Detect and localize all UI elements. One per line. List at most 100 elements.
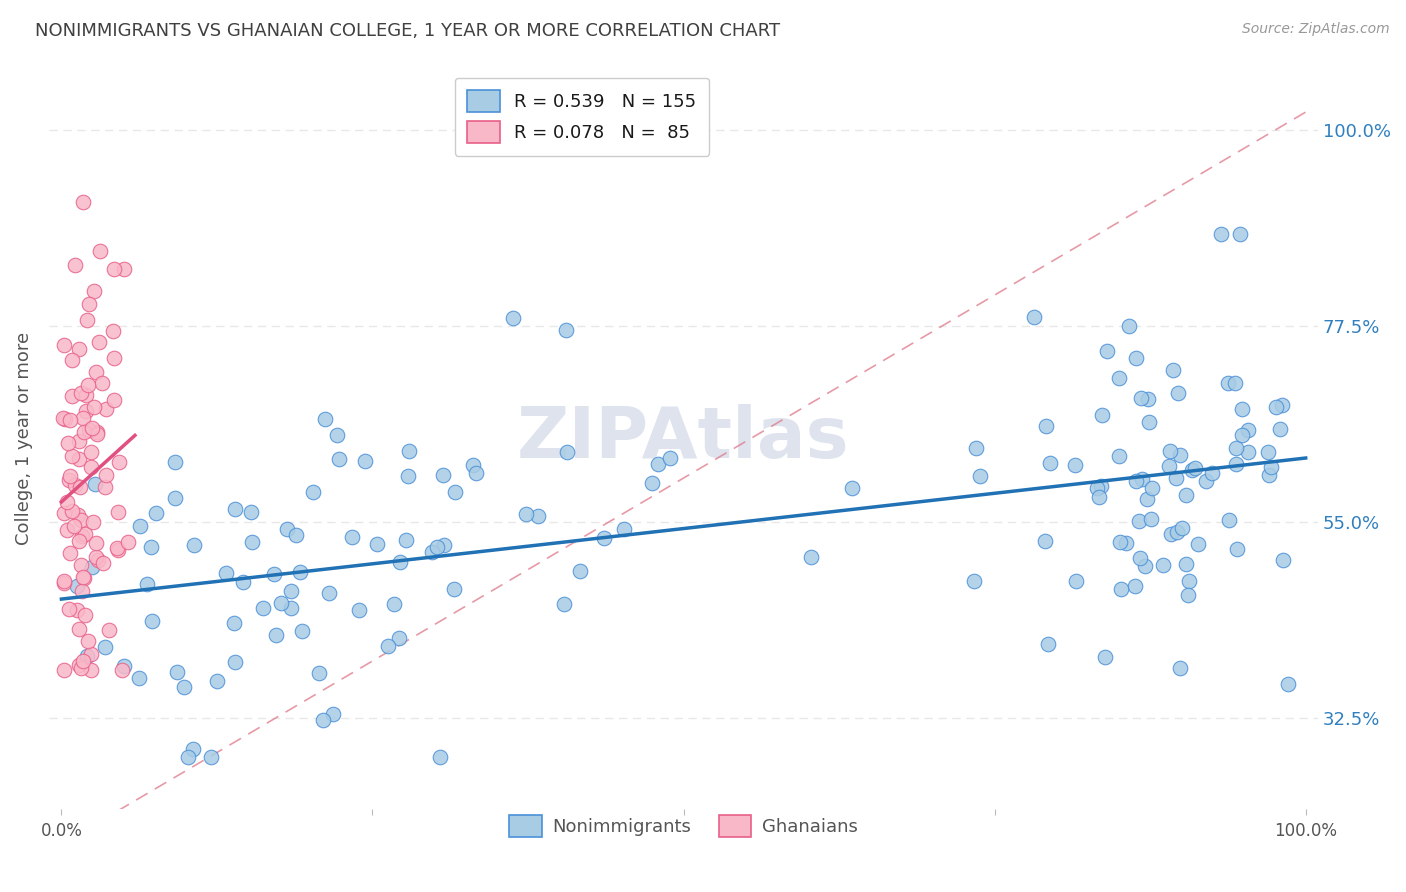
Point	[75, 404, 97, 418]
Point	[84, 550, 107, 565]
Point	[1178, 574, 1201, 588]
Point	[70, 528, 93, 542]
Point	[1223, 376, 1246, 391]
Point	[314, 412, 336, 426]
Point	[69, 386, 91, 401]
Point	[84, 365, 107, 379]
Point	[76, 648, 98, 663]
Point	[53, 338, 76, 352]
Point	[96, 468, 118, 483]
Point	[59, 546, 82, 560]
Point	[1063, 458, 1085, 472]
Point	[70, 513, 93, 527]
Point	[76, 313, 98, 327]
Point	[1226, 542, 1249, 557]
Point	[969, 469, 991, 483]
Point	[86, 553, 108, 567]
Point	[91, 556, 114, 570]
Point	[280, 601, 302, 615]
Point	[112, 261, 135, 276]
Point	[353, 454, 375, 468]
Point	[224, 502, 246, 516]
Point	[553, 597, 575, 611]
Point	[284, 527, 307, 541]
Point	[326, 428, 349, 442]
Point	[659, 451, 682, 466]
Point	[1137, 392, 1160, 407]
Point	[1094, 649, 1116, 664]
Point	[66, 508, 89, 522]
Point	[1168, 448, 1191, 462]
Point	[1166, 525, 1188, 540]
Point	[82, 515, 104, 529]
Point	[94, 402, 117, 417]
Point	[395, 533, 418, 547]
Point	[77, 423, 100, 437]
Point	[67, 533, 90, 548]
Point	[1177, 588, 1199, 602]
Point	[266, 628, 288, 642]
Point	[1175, 557, 1198, 571]
Point	[65, 602, 87, 616]
Point	[97, 623, 120, 637]
Point	[80, 445, 103, 459]
Point	[963, 574, 986, 588]
Point	[55, 494, 77, 508]
Point	[308, 665, 330, 680]
Point	[75, 388, 97, 402]
Point	[83, 476, 105, 491]
Point	[215, 566, 238, 580]
Point	[1066, 574, 1088, 589]
Point	[1265, 401, 1288, 415]
Point	[1090, 479, 1112, 493]
Point	[67, 343, 90, 357]
Point	[163, 491, 186, 505]
Point	[1136, 492, 1159, 507]
Point	[94, 640, 117, 655]
Point	[555, 444, 578, 458]
Point	[52, 506, 75, 520]
Legend: Nonimmigrants, Ghanaians: Nonimmigrants, Ghanaians	[502, 808, 865, 845]
Point	[86, 426, 108, 441]
Point	[58, 436, 80, 450]
Point	[72, 584, 94, 599]
Point	[1175, 488, 1198, 502]
Point	[1140, 512, 1163, 526]
Point	[1257, 445, 1279, 459]
Point	[1157, 458, 1180, 473]
Point	[1209, 227, 1232, 241]
Point	[166, 665, 188, 680]
Point	[252, 600, 274, 615]
Point	[1168, 661, 1191, 675]
Point	[1125, 475, 1147, 489]
Point	[1087, 490, 1109, 504]
Point	[72, 195, 94, 210]
Text: NONIMMIGRANTS VS GHANAIAN COLLEGE, 1 YEAR OR MORE CORRELATION CHART: NONIMMIGRANTS VS GHANAIAN COLLEGE, 1 YEA…	[35, 22, 780, 40]
Point	[224, 615, 246, 630]
Point	[1036, 637, 1059, 651]
Point	[67, 434, 90, 449]
Point	[647, 457, 669, 471]
Point	[67, 622, 90, 636]
Point	[1160, 527, 1182, 541]
Point	[1109, 582, 1132, 596]
Point	[205, 673, 228, 688]
Point	[328, 452, 350, 467]
Point	[429, 749, 451, 764]
Point	[1271, 553, 1294, 567]
Point	[165, 455, 187, 469]
Point	[263, 566, 285, 581]
Point	[1118, 318, 1140, 333]
Point	[105, 541, 128, 555]
Point	[63, 258, 86, 272]
Point	[1142, 481, 1164, 495]
Point	[82, 560, 104, 574]
Text: ZIPAtlas: ZIPAtlas	[517, 404, 849, 474]
Point	[311, 713, 333, 727]
Point	[1125, 351, 1147, 365]
Point	[72, 570, 94, 584]
Point	[302, 484, 325, 499]
Point	[366, 537, 388, 551]
Point	[1130, 391, 1153, 405]
Point	[800, 550, 823, 565]
